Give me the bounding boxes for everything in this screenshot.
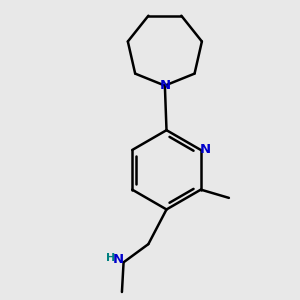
Text: N: N bbox=[159, 79, 170, 92]
Text: N: N bbox=[113, 253, 124, 266]
Text: H: H bbox=[106, 253, 116, 263]
Text: N: N bbox=[200, 143, 211, 156]
